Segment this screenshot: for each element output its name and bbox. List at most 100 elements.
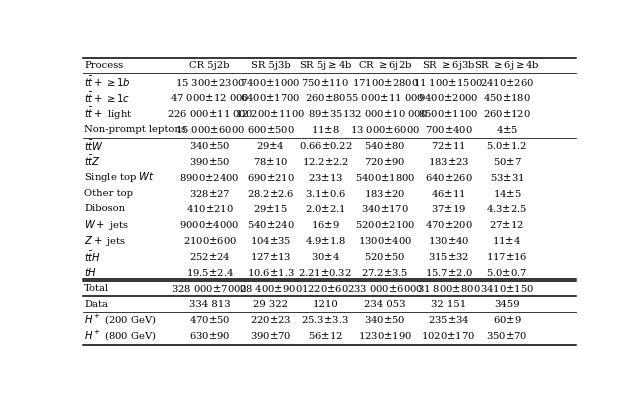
Text: 31 800$\pm$800: 31 800$\pm$800 bbox=[417, 283, 480, 294]
Text: 53$\pm$31: 53$\pm$31 bbox=[490, 172, 524, 183]
Text: Single top $Wt$: Single top $Wt$ bbox=[84, 170, 155, 184]
Text: 5.0$\pm$1.2: 5.0$\pm$1.2 bbox=[487, 140, 527, 151]
Text: 470$\pm$50: 470$\pm$50 bbox=[189, 314, 230, 326]
Text: 640$\pm$260: 640$\pm$260 bbox=[424, 172, 473, 183]
Text: 252$\pm$24: 252$\pm$24 bbox=[189, 251, 230, 262]
Text: $t\bar{t}+{\geq}1c$: $t\bar{t}+{\geq}1c$ bbox=[84, 91, 130, 105]
Text: 3410$\pm$150: 3410$\pm$150 bbox=[480, 283, 534, 294]
Text: 328$\pm$27: 328$\pm$27 bbox=[189, 188, 230, 199]
Text: 690$\pm$210: 690$\pm$210 bbox=[247, 172, 295, 183]
Text: 2100$\pm$600: 2100$\pm$600 bbox=[182, 235, 237, 246]
Text: 630$\pm$90: 630$\pm$90 bbox=[189, 330, 230, 341]
Text: 7400$\pm$1000: 7400$\pm$1000 bbox=[240, 77, 301, 88]
Text: 315$\pm$32: 315$\pm$32 bbox=[428, 251, 469, 262]
Text: 700$\pm$400: 700$\pm$400 bbox=[424, 124, 473, 135]
Text: 0.66$\pm$0.22: 0.66$\pm$0.22 bbox=[299, 140, 352, 151]
Text: $t\bar{t}W$: $t\bar{t}W$ bbox=[84, 139, 104, 152]
Text: 5400$\pm$1800: 5400$\pm$1800 bbox=[355, 172, 415, 183]
Text: 56$\pm$12: 56$\pm$12 bbox=[308, 330, 343, 341]
Text: CR $\geq$6j2b: CR $\geq$6j2b bbox=[358, 59, 412, 72]
Text: 233 000$\pm$6000: 233 000$\pm$6000 bbox=[347, 283, 423, 294]
Text: 2410$\pm$260: 2410$\pm$260 bbox=[480, 77, 534, 88]
Text: 340$\pm$50: 340$\pm$50 bbox=[364, 314, 406, 326]
Text: 15.7$\pm$2.0: 15.7$\pm$2.0 bbox=[424, 267, 473, 278]
Text: 37$\pm$19: 37$\pm$19 bbox=[431, 204, 466, 215]
Text: 11 100$\pm$1500: 11 100$\pm$1500 bbox=[413, 77, 483, 88]
Text: 29$\pm$4: 29$\pm$4 bbox=[256, 140, 285, 151]
Text: 334 813: 334 813 bbox=[189, 300, 230, 308]
Text: 3459: 3459 bbox=[494, 300, 520, 308]
Text: 1220$\pm$60: 1220$\pm$60 bbox=[301, 283, 349, 294]
Text: SR 5j3b: SR 5j3b bbox=[250, 61, 290, 70]
Text: 328 000$\pm$7000: 328 000$\pm$7000 bbox=[171, 283, 248, 294]
Text: 1300$\pm$400: 1300$\pm$400 bbox=[358, 235, 412, 246]
Text: 12.2$\pm$2.2: 12.2$\pm$2.2 bbox=[302, 156, 349, 167]
Text: 132 000$\pm$10 000: 132 000$\pm$10 000 bbox=[342, 109, 428, 119]
Text: 23$\pm$13: 23$\pm$13 bbox=[308, 172, 343, 183]
Text: 17100$\pm$2800: 17100$\pm$2800 bbox=[352, 77, 419, 88]
Text: 28 400$\pm$900: 28 400$\pm$900 bbox=[239, 283, 302, 294]
Text: 15 000$\pm$6000: 15 000$\pm$6000 bbox=[175, 124, 245, 135]
Text: 47 000$\pm$12 000: 47 000$\pm$12 000 bbox=[169, 93, 250, 103]
Text: 55 000$\pm$11 000: 55 000$\pm$11 000 bbox=[345, 93, 425, 103]
Text: 220$\pm$23: 220$\pm$23 bbox=[250, 314, 291, 326]
Text: 78$\pm$10: 78$\pm$10 bbox=[253, 156, 288, 167]
Text: 260$\pm$80: 260$\pm$80 bbox=[304, 93, 346, 103]
Text: SR $\geq$6j$\geq$4b: SR $\geq$6j$\geq$4b bbox=[474, 59, 540, 72]
Text: 450$\pm$180: 450$\pm$180 bbox=[483, 93, 531, 103]
Text: 1230$\pm$190: 1230$\pm$190 bbox=[358, 330, 412, 341]
Text: $Z +$ jets: $Z +$ jets bbox=[84, 234, 126, 248]
Text: 72$\pm$11: 72$\pm$11 bbox=[431, 140, 465, 151]
Text: 13 000$\pm$6000: 13 000$\pm$6000 bbox=[350, 124, 420, 135]
Text: 25.3$\pm$3.3: 25.3$\pm$3.3 bbox=[301, 314, 349, 326]
Text: 540$\pm$240: 540$\pm$240 bbox=[247, 219, 295, 230]
Text: 104$\pm$35: 104$\pm$35 bbox=[250, 235, 291, 246]
Text: 14$\pm$5: 14$\pm$5 bbox=[492, 188, 521, 199]
Text: 2.21$\pm$0.32: 2.21$\pm$0.32 bbox=[299, 267, 352, 278]
Text: 5.0$\pm$0.7: 5.0$\pm$0.7 bbox=[486, 267, 528, 278]
Text: 234 053: 234 053 bbox=[364, 300, 406, 308]
Text: 720$\pm$90: 720$\pm$90 bbox=[364, 156, 406, 167]
Text: 9400$\pm$2000: 9400$\pm$2000 bbox=[418, 93, 479, 103]
Text: 410$\pm$210: 410$\pm$210 bbox=[186, 204, 234, 215]
Text: 750$\pm$110: 750$\pm$110 bbox=[301, 77, 349, 88]
Text: 12 200$\pm$1100: 12 200$\pm$1100 bbox=[236, 109, 306, 119]
Text: 520$\pm$50: 520$\pm$50 bbox=[364, 251, 406, 262]
Text: 600$\pm$500: 600$\pm$500 bbox=[247, 124, 295, 135]
Text: $H^+$ (200 GeV): $H^+$ (200 GeV) bbox=[84, 313, 157, 327]
Text: 28.2$\pm$2.6: 28.2$\pm$2.6 bbox=[247, 188, 295, 199]
Text: 30$\pm$4: 30$\pm$4 bbox=[311, 251, 340, 262]
Text: Diboson: Diboson bbox=[84, 204, 125, 213]
Text: 8900$\pm$2400: 8900$\pm$2400 bbox=[179, 172, 240, 183]
Text: 390$\pm$50: 390$\pm$50 bbox=[189, 156, 230, 167]
Text: $H^+$ (800 GeV): $H^+$ (800 GeV) bbox=[84, 329, 157, 343]
Text: $W +$ jets: $W +$ jets bbox=[84, 218, 129, 232]
Text: 4.9$\pm$1.8: 4.9$\pm$1.8 bbox=[305, 235, 346, 246]
Text: 226 000$\pm$11 000: 226 000$\pm$11 000 bbox=[166, 109, 253, 119]
Text: 1020$\pm$170: 1020$\pm$170 bbox=[421, 330, 476, 341]
Text: 29 322: 29 322 bbox=[253, 300, 288, 308]
Text: 130$\pm$40: 130$\pm$40 bbox=[428, 235, 469, 246]
Text: $t\bar{t}+$ light: $t\bar{t}+$ light bbox=[84, 106, 133, 122]
Text: Other top: Other top bbox=[84, 188, 134, 198]
Text: 27$\pm$12: 27$\pm$12 bbox=[489, 219, 525, 230]
Text: 46$\pm$11: 46$\pm$11 bbox=[431, 188, 465, 199]
Text: 29$\pm$15: 29$\pm$15 bbox=[253, 204, 288, 215]
Text: 4$\pm$5: 4$\pm$5 bbox=[496, 124, 518, 135]
Text: 470$\pm$200: 470$\pm$200 bbox=[424, 219, 473, 230]
Text: 5200$\pm$2100: 5200$\pm$2100 bbox=[355, 219, 415, 230]
Text: 60$\pm$9: 60$\pm$9 bbox=[492, 314, 521, 326]
Text: Data: Data bbox=[84, 300, 108, 308]
Text: $tH$: $tH$ bbox=[84, 267, 98, 278]
Text: 11$\pm$4: 11$\pm$4 bbox=[492, 235, 521, 246]
Text: 183$\pm$23: 183$\pm$23 bbox=[428, 156, 469, 167]
Text: 117$\pm$16: 117$\pm$16 bbox=[486, 251, 528, 262]
Text: Non-prompt leptons: Non-prompt leptons bbox=[84, 125, 186, 134]
Text: 50$\pm$7: 50$\pm$7 bbox=[492, 156, 521, 167]
Text: 9000$\pm$4000: 9000$\pm$4000 bbox=[179, 219, 240, 230]
Text: 16$\pm$9: 16$\pm$9 bbox=[311, 219, 340, 230]
Text: 235$\pm$34: 235$\pm$34 bbox=[428, 314, 469, 326]
Text: SR 5j$\geq$4b: SR 5j$\geq$4b bbox=[299, 59, 352, 72]
Text: 540$\pm$80: 540$\pm$80 bbox=[364, 140, 406, 151]
Text: 4.3$\pm$2.5: 4.3$\pm$2.5 bbox=[486, 204, 528, 215]
